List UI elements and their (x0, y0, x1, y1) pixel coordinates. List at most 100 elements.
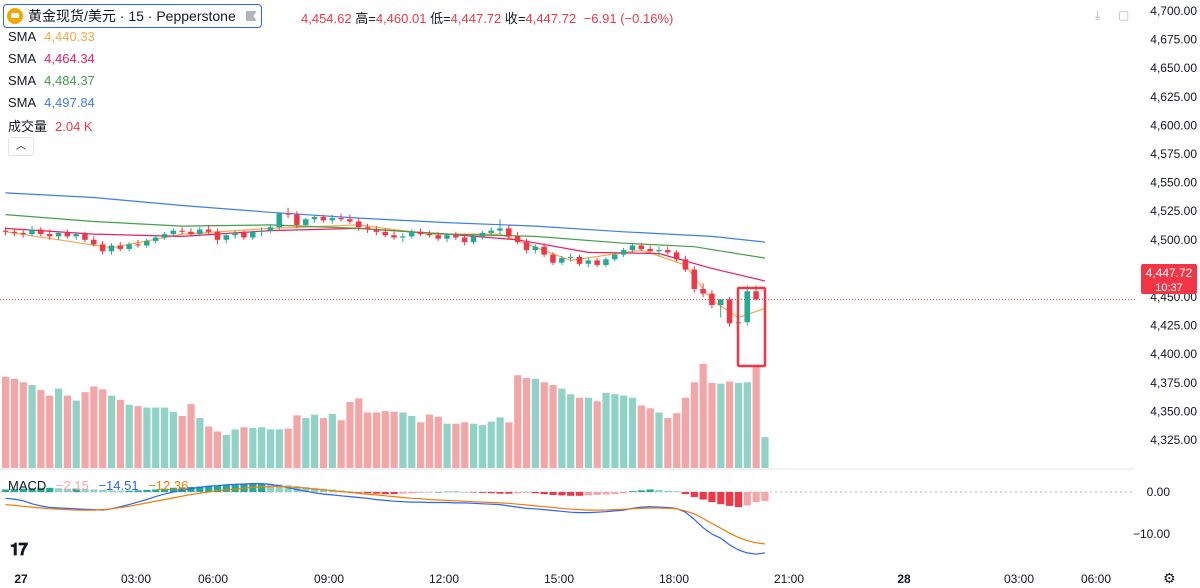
volume-bar (478, 425, 487, 468)
candle-body (267, 227, 274, 231)
macd-hist-bar (743, 492, 751, 506)
candle-body (470, 236, 477, 243)
volume-bar (690, 382, 698, 468)
symbol-title-box[interactable]: 黄金现货/美元 · 15 · Pepperstone (3, 4, 262, 28)
macd-hist-bar (364, 492, 372, 494)
macd-hist-bar (726, 492, 734, 506)
maximize-icon[interactable]: ▢ (1118, 8, 1130, 22)
close-value: 4,447.72 (525, 11, 577, 26)
macd-hist-bar (107, 490, 116, 492)
macd-hist-bar (646, 489, 654, 492)
volume-bar (275, 429, 283, 468)
macd-hist-bar (408, 492, 416, 494)
candle-body (656, 250, 662, 252)
candle-body (497, 228, 503, 231)
volume-bar (743, 382, 751, 468)
gear-icon[interactable]: ⚙ (1163, 570, 1176, 586)
volume-bar (2, 376, 10, 468)
candle-body (709, 293, 715, 306)
volume-bar (469, 423, 478, 468)
volume-bar (346, 401, 354, 468)
price-tick-label: 4,650.00 (1150, 61, 1197, 75)
macd-hist-bar (628, 491, 637, 492)
tradingview-logo-icon[interactable]: 𝟏𝟕 (10, 540, 28, 559)
price-tick-label: 4,375.00 (1150, 376, 1197, 390)
macd-hist-bar (10, 489, 19, 492)
sma-legend-1[interactable]: SMA 4,440.33 (8, 29, 95, 44)
volume-bar (46, 395, 54, 468)
candle-body (559, 258, 565, 263)
price-tick-label: 4,425.00 (1150, 319, 1197, 333)
macd-hist-bar (549, 492, 557, 495)
sma-legend-4[interactable]: SMA 4,497.84 (8, 95, 95, 110)
candle-body (55, 232, 62, 237)
volume-legend[interactable]: 成交量 2.04 K (8, 116, 93, 135)
candle-body (302, 219, 309, 225)
volume-bar (328, 413, 336, 468)
price-axis[interactable]: 4,700.00 4,675.00 4,650.00 4,625.00 4,600.00… (1133, 4, 1197, 541)
candlesticks (2, 207, 759, 331)
countdown-label: 10:37 (1155, 282, 1183, 294)
sma-line-4 (5, 192, 765, 243)
download-icon[interactable]: ⤓ (1095, 8, 1101, 22)
macd-hist-bar (425, 492, 434, 493)
macd-hist-bar (19, 488, 27, 492)
macd-hist-bar (99, 489, 107, 492)
macd-legend[interactable]: MACD −2.15 −14.51 −12.36 (8, 478, 188, 493)
volume-bar (205, 426, 213, 468)
volume-bar (646, 408, 654, 468)
price-tick-label: 4,550.00 (1150, 176, 1197, 190)
macd-hist-bar (708, 492, 716, 503)
volume-bar (681, 397, 690, 468)
volume-bar (514, 375, 522, 468)
volume-bar (602, 392, 610, 468)
time-axis[interactable]: 27 03:00 06:00 09:00 12:00 15:00 18:00 21:00 28 0… (14, 572, 1111, 586)
volume-bar (549, 385, 557, 468)
price-tick-label: 4,500.00 (1150, 233, 1197, 247)
candle-body (29, 229, 35, 235)
volume-bar (293, 415, 301, 468)
price-tick-label: 4,525.00 (1150, 204, 1197, 218)
candle-body (126, 244, 132, 249)
volume-bar (337, 420, 345, 468)
macd-hist-bar (690, 492, 698, 498)
candle-body (541, 246, 547, 255)
volume-bar (558, 388, 566, 468)
volume-bar (611, 394, 619, 468)
candle-body (603, 259, 609, 265)
candle-body (338, 218, 344, 220)
price-tick-label: 4,700.00 (1150, 4, 1197, 18)
candle-body (408, 231, 415, 237)
candle-body (400, 236, 406, 238)
price-tick-label: 4,600.00 (1150, 118, 1197, 132)
candle-body (629, 245, 636, 251)
volume-bar (734, 382, 743, 468)
candle-body (479, 232, 486, 237)
macd-signal-value: −12.36 (148, 478, 189, 493)
sma-legend-3[interactable]: SMA 4,484.37 (8, 73, 95, 88)
volume-bar (425, 414, 434, 468)
volume-bar (567, 394, 575, 468)
volume-bar (408, 416, 416, 468)
low-label: 低= (430, 11, 451, 26)
macd-hist-bar (514, 492, 522, 494)
candle-body (46, 234, 53, 237)
candle-body (417, 231, 424, 235)
sma-legend-2[interactable]: SMA 4,464.34 (8, 51, 95, 66)
macd-hist-bar (222, 485, 230, 492)
collapse-legend-button[interactable]: ︿ (8, 137, 34, 156)
candle-body (532, 246, 539, 251)
volume-bar (637, 405, 645, 468)
macd-hist-bar (752, 492, 760, 503)
macd-hist-bar (567, 492, 575, 496)
time-tick-label: 21:00 (774, 572, 804, 586)
macd-hist-bar (311, 487, 319, 492)
volume-bar (284, 428, 292, 468)
flag-icon[interactable] (245, 11, 257, 21)
macd-hist-bar (620, 492, 628, 494)
macd-hist-bar (81, 489, 89, 492)
volume-bar (487, 421, 495, 468)
volume-bar (761, 437, 769, 468)
candle-body (638, 245, 645, 249)
